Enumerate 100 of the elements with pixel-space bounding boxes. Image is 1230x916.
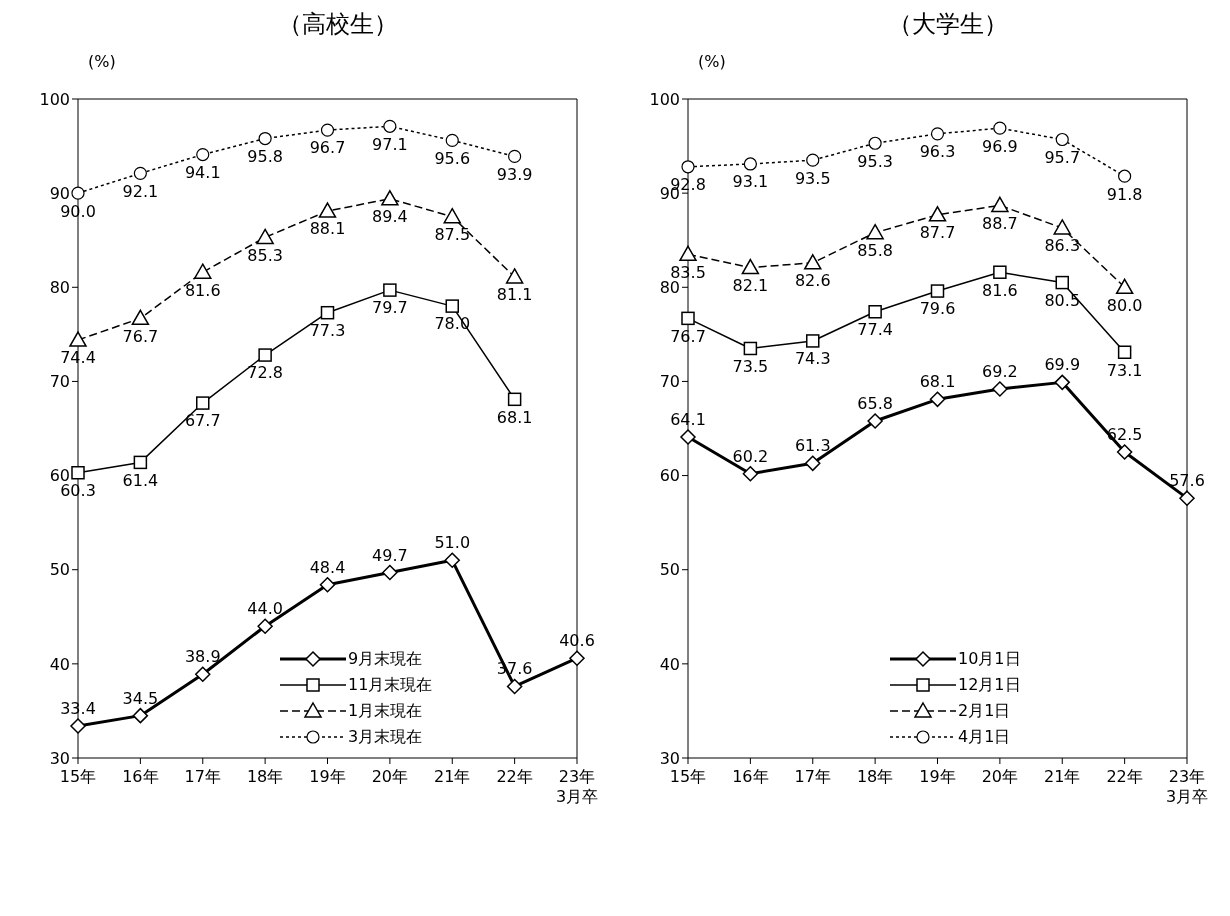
data-label: 93.9 bbox=[496, 164, 533, 184]
point bbox=[506, 678, 523, 695]
data-label: 96.3 bbox=[919, 142, 956, 162]
point bbox=[444, 552, 460, 569]
data-label: 93.5 bbox=[794, 168, 831, 188]
x-tick-label: 21年 bbox=[1044, 767, 1081, 786]
data-label: 49.7 bbox=[372, 545, 408, 565]
data-label: 81.6 bbox=[982, 280, 1018, 300]
data-label: 86.3 bbox=[1044, 236, 1081, 256]
x-tick-label: 20年 bbox=[981, 767, 1019, 786]
point bbox=[681, 160, 695, 174]
y-tick-label: 100 bbox=[39, 89, 70, 109]
point bbox=[257, 618, 273, 634]
x-tick-label: 16年 bbox=[732, 767, 769, 786]
y-tick-label: 40 bbox=[49, 654, 70, 674]
data-label: 74.4 bbox=[60, 348, 96, 368]
legend-label: 2月1日 bbox=[958, 700, 1011, 722]
point bbox=[383, 119, 397, 133]
point bbox=[992, 381, 1008, 397]
data-label: 79.7 bbox=[372, 298, 408, 318]
data-label: 93.1 bbox=[732, 172, 769, 192]
point bbox=[679, 245, 697, 262]
y-tick-label: 90 bbox=[49, 183, 70, 203]
y-axis-title: (%) bbox=[88, 52, 116, 71]
legend-label: 10月1日 bbox=[958, 648, 1021, 670]
data-label: 94.1 bbox=[184, 162, 221, 182]
y-tick-label: 70 bbox=[49, 372, 70, 392]
data-label: 79.6 bbox=[919, 299, 956, 319]
data-label: 90.0 bbox=[60, 201, 96, 221]
point bbox=[1117, 345, 1132, 359]
x-tick-label: 15年 bbox=[59, 767, 97, 786]
point bbox=[806, 153, 820, 167]
point bbox=[805, 455, 821, 472]
x-tick-label: 15年 bbox=[669, 767, 707, 786]
data-label: 88.7 bbox=[982, 213, 1018, 233]
y-tick-label: 60 bbox=[659, 466, 680, 486]
x-tick-label: 21年 bbox=[434, 767, 471, 786]
x-tick-label: 19年 bbox=[309, 767, 346, 786]
data-label: 68.1 bbox=[496, 407, 533, 427]
point bbox=[132, 707, 149, 724]
data-label: 76.7 bbox=[122, 326, 159, 346]
data-label: 73.1 bbox=[1106, 360, 1143, 380]
y-tick-label: 30 bbox=[49, 748, 70, 768]
data-label: 57.6 bbox=[1169, 471, 1205, 491]
point bbox=[71, 466, 85, 480]
point bbox=[320, 305, 335, 320]
point bbox=[1055, 275, 1069, 290]
data-label: 40.6 bbox=[559, 631, 595, 651]
point bbox=[1179, 490, 1195, 506]
chart-title: （大学生） bbox=[887, 9, 1009, 38]
y-tick-label: 50 bbox=[49, 560, 70, 580]
data-label: 85.3 bbox=[247, 245, 283, 265]
y-tick-label: 70 bbox=[659, 372, 680, 392]
y-tick-label: 80 bbox=[49, 277, 70, 297]
point bbox=[1053, 219, 1071, 235]
data-label: 74.3 bbox=[794, 349, 831, 369]
data-label: 77.4 bbox=[857, 320, 893, 340]
point bbox=[69, 331, 87, 347]
y-tick-label: 30 bbox=[659, 748, 680, 768]
data-label: 34.5 bbox=[122, 688, 159, 708]
y-tick-label: 100 bbox=[649, 89, 680, 109]
point bbox=[256, 228, 274, 245]
legend-label: 4月1日 bbox=[958, 726, 1011, 748]
point bbox=[742, 465, 759, 482]
data-label: 60.3 bbox=[60, 481, 96, 501]
point bbox=[929, 391, 946, 408]
point bbox=[741, 258, 760, 275]
point bbox=[131, 309, 150, 326]
x-tick-label: 17年 bbox=[794, 767, 831, 786]
point bbox=[569, 650, 585, 666]
data-label: 61.3 bbox=[794, 436, 831, 456]
data-label: 76.7 bbox=[670, 326, 706, 346]
legend-label: 1月末現在 bbox=[348, 700, 423, 722]
data-label: 87.5 bbox=[434, 225, 471, 245]
point bbox=[445, 133, 459, 148]
point bbox=[196, 396, 210, 410]
data-label: 69.9 bbox=[1044, 355, 1081, 375]
point bbox=[383, 283, 397, 297]
point bbox=[743, 341, 758, 356]
x-tick-label: 22年 bbox=[1106, 767, 1143, 786]
data-label: 87.7 bbox=[919, 223, 956, 243]
point bbox=[1116, 444, 1133, 460]
point bbox=[680, 429, 696, 445]
data-label: 44.0 bbox=[247, 599, 283, 619]
x-tick-label: 18年 bbox=[246, 767, 284, 786]
data-label: 61.4 bbox=[122, 470, 159, 490]
point bbox=[71, 186, 85, 200]
data-label: 80.5 bbox=[1044, 290, 1081, 310]
x-tick-label: 20年 bbox=[371, 767, 409, 786]
point bbox=[867, 413, 883, 429]
point bbox=[70, 718, 86, 734]
data-label: 95.7 bbox=[1044, 147, 1081, 167]
point bbox=[743, 157, 757, 171]
point bbox=[320, 123, 335, 137]
point bbox=[443, 207, 461, 224]
data-label: 85.8 bbox=[857, 241, 893, 261]
data-label: 97.1 bbox=[372, 134, 408, 154]
x-tick-label: 17年 bbox=[184, 767, 221, 786]
y-tick-label: 50 bbox=[659, 560, 680, 580]
point bbox=[993, 265, 1007, 279]
